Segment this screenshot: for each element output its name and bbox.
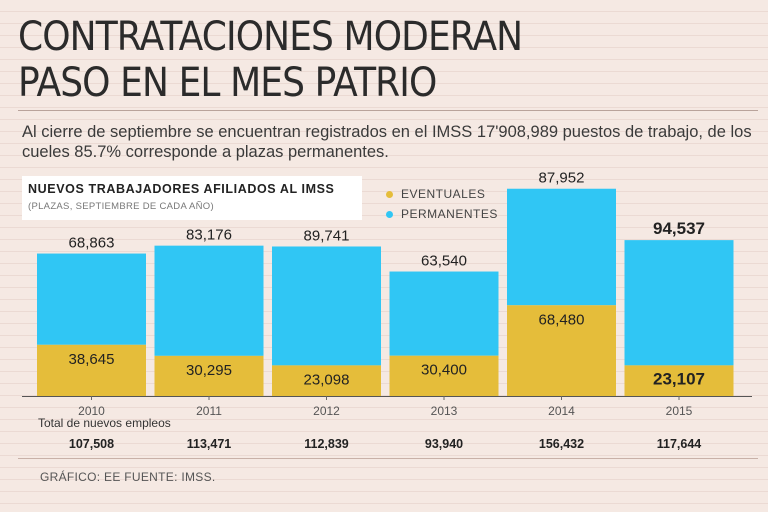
value-label-eventuales-2011: 30,295 [186,362,232,379]
total-value-2012: 112,839 [304,437,349,451]
value-label-permanentes-2010: 68,863 [69,235,115,252]
bar-permanentes-2012 [272,246,381,366]
legend-label-eventuales: EVENTUALES [401,187,486,201]
value-label-permanentes-2013: 63,540 [421,253,467,270]
chart-header-box: NUEVOS TRABAJADORES AFILIADOS AL IMSS (P… [22,176,362,220]
bar-eventuales-2014 [507,305,616,396]
value-label-eventuales-2013: 30,400 [421,362,467,379]
total-value-2010: 107,508 [69,437,114,451]
bar-eventuales-2013 [389,355,499,396]
page-title: CONTRATACIONES MODERAN PASO EN EL MES PA… [18,14,684,106]
total-value-2013: 93,940 [425,437,463,451]
value-label-eventuales-2014: 68,480 [539,311,585,328]
source-footer: GRÁFICO: EE FUENTE: IMSS. [40,470,216,484]
value-label-eventuales-2012: 23,098 [304,371,350,388]
value-label-permanentes-2014: 87,952 [539,170,585,187]
x-tick-label-2015: 2015 [666,404,693,418]
x-tick-label-2010: 2010 [78,404,105,418]
x-tick-label-2013: 2013 [431,404,458,418]
bar-eventuales-2011 [154,355,264,396]
bar-permanentes-2013 [389,271,499,356]
chart-title: NUEVOS TRABAJADORES AFILIADOS AL IMSS [28,182,335,196]
bar-eventuales-2015 [624,365,734,396]
footer-divider [18,458,758,459]
legend-swatch-eventuales [386,190,393,198]
chart-subtitle: (PLAZAS, SEPTIEMBRE DE CADA AÑO) [28,201,214,212]
chart-legend: EVENTUALES PERMANENTES [386,184,498,224]
legend-swatch-permanentes [386,210,393,218]
total-value-2015: 117,644 [657,437,702,451]
subtitle-text: Al cierre de septiembre se encuentran re… [22,123,752,161]
bar-permanentes-2011 [154,245,264,356]
total-value-2011: 113,471 [187,437,232,451]
value-label-permanentes-2011: 83,176 [186,227,232,244]
value-label-eventuales-2010: 38,645 [69,351,115,368]
x-tick-label-2011: 2011 [196,404,222,418]
totals-label: Total de nuevos empleos [38,416,171,430]
title-line-2: PASO EN EL MES PATRIO [18,60,437,106]
legend-label-permanentes: PERMANENTES [401,207,498,221]
title-line-1: CONTRATACIONES MODERAN [18,14,523,60]
legend-item-eventuales: EVENTUALES [386,184,498,204]
bar-eventuales-2012 [272,365,381,396]
bar-permanentes-2010 [37,253,146,345]
total-value-2014: 156,432 [539,437,584,451]
title-divider [18,110,758,111]
x-tick-label-2014: 2014 [548,404,575,418]
value-label-eventuales-2015: 23,107 [653,369,705,388]
bar-permanentes-2014 [507,188,616,306]
legend-item-permanentes: PERMANENTES [386,204,498,224]
bar-permanentes-2015 [624,240,734,366]
value-label-permanentes-2012: 89,741 [304,227,350,244]
value-label-permanentes-2015: 94,537 [653,219,705,238]
bar-eventuales-2010 [37,344,146,396]
x-tick-label-2012: 2012 [313,404,340,418]
